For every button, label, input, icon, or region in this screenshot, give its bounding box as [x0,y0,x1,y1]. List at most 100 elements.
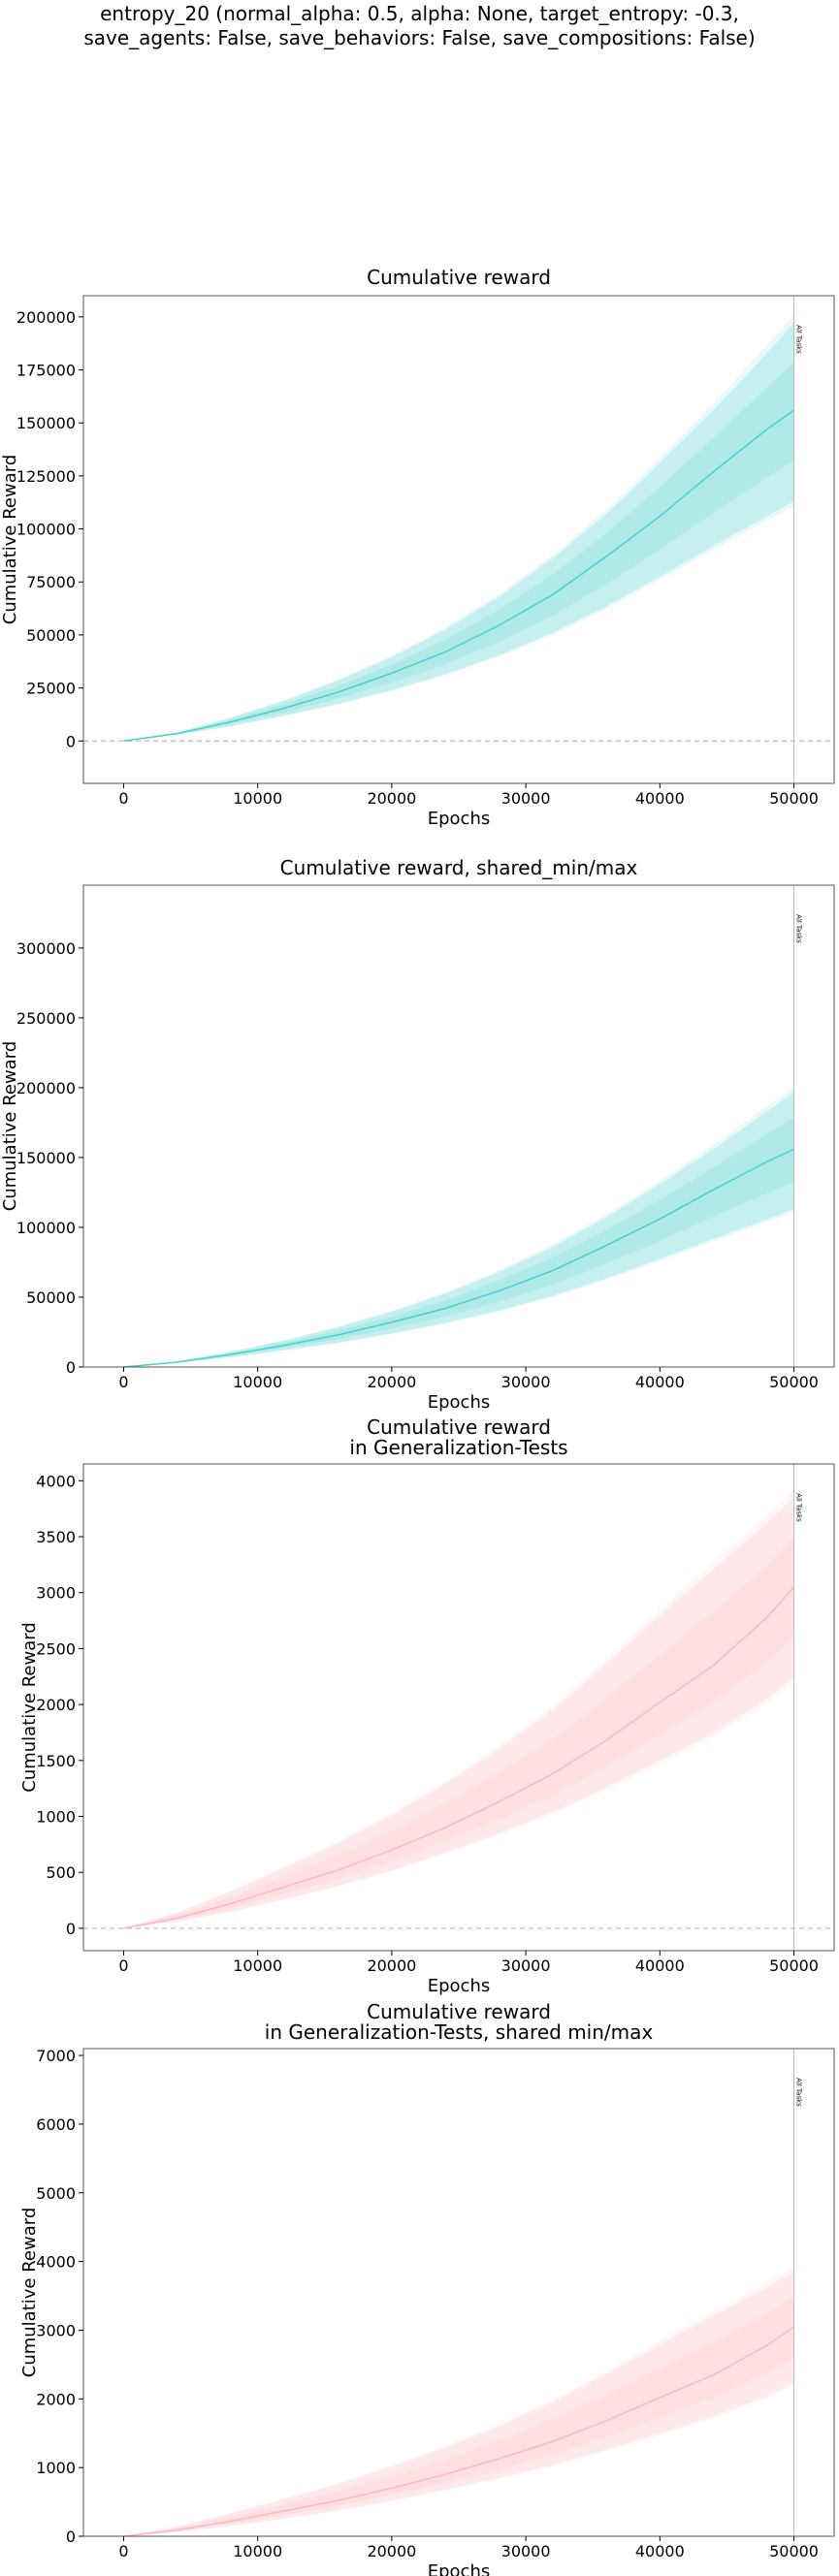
y-tick-label: 150000 [16,414,76,432]
x-tick-label: 20000 [367,1373,416,1391]
task-marker-label: All Tasks [795,914,803,943]
y-axis-label: Cumulative Reward [19,1622,40,1793]
y-tick-label: 25000 [26,680,76,698]
mean-line [123,409,794,743]
x-tick-label: 40000 [635,1956,685,1975]
y-tick-label: 0 [66,1920,76,1938]
task-marker-label: All Tasks [795,2078,803,2107]
x-tick-label: 50000 [769,2542,819,2560]
axes-frame [82,295,835,784]
y-tick-label: 50000 [26,1288,76,1307]
y-tick-label: 7000 [36,2047,76,2065]
x-tick-label: 20000 [367,1956,416,1975]
task-marker-label: All Tasks [795,325,803,354]
y-tick-label: 500 [46,1863,76,1882]
task-marker-label: All Tasks [795,1493,803,1522]
y-tick-label: 1000 [36,2459,76,2477]
band-std [123,1538,794,1928]
chart-title-line: Cumulative reward, shared_min/max [280,856,638,879]
y-tick-label: 100000 [16,521,76,539]
y-tick-label: 3500 [36,1528,76,1546]
chart-panel-2: Cumulative reward, shared_min/max All Tas… [0,856,835,1413]
mean-line [123,2326,794,2537]
y-tick-label: 2000 [36,1696,76,1714]
x-tick-label: 30000 [501,1956,551,1975]
x-tick-label: 40000 [635,1373,685,1391]
x-tick-label: 0 [118,1956,128,1975]
figure-suptitle: entropy_20 (normal_alpha: 0.5, alpha: No… [0,2,839,50]
y-tick-label: 50000 [26,626,76,645]
y-axis-label: Cumulative Reward [0,1041,20,1212]
x-tick-label: 30000 [501,789,551,808]
y-tick-label: 150000 [16,1149,76,1167]
x-tick-label: 0 [118,1373,128,1391]
band-outer [123,2266,794,2536]
y-tick-label: 1000 [36,1808,76,1827]
band-outer [123,314,794,742]
chart-title-line: Cumulative reward [367,2000,551,2023]
x-tick-label: 30000 [501,1373,551,1391]
y-tick-label: 4000 [36,1472,76,1490]
y-tick-label: 175000 [16,362,76,380]
chart-title-line: in Generalization-Tests, shared min/max [265,2020,654,2044]
x-tick-label: 10000 [233,1956,282,1975]
axes-frame [82,2048,835,2537]
y-tick-label: 2000 [36,2390,76,2408]
suptitle-line-2: save_agents: False, save_behaviors: Fals… [83,26,756,49]
y-tick-label: 0 [66,1358,76,1377]
y-tick-label: 125000 [16,467,76,486]
y-axis-label: Cumulative Reward [0,455,20,625]
x-tick-label: 10000 [233,1373,282,1391]
y-tick-label: 250000 [16,1009,76,1028]
x-tick-label: 20000 [367,789,416,808]
y-tick-label: 200000 [16,1079,76,1097]
x-tick-label: 40000 [635,789,685,808]
y-tick-label: 0 [66,2528,76,2546]
x-tick-label: 20000 [367,2542,416,2560]
band-min-max [123,323,794,742]
chart-title-line: in Generalization-Tests [349,1436,567,1459]
mean-line [123,1586,795,1929]
y-tick-label: 3000 [36,1584,76,1603]
band-outer [123,1086,794,1367]
chart-title-line: Cumulative reward [367,266,551,289]
y-tick-label: 300000 [16,939,76,958]
band-outer [123,1488,794,1928]
band-min-max [123,1092,794,1367]
x-tick-label: 40000 [635,2542,685,2560]
y-tick-label: 0 [66,732,76,750]
x-tick-label: 50000 [769,1373,819,1391]
chart-title-line: Cumulative reward [367,1415,551,1439]
y-tick-label: 2500 [36,1639,76,1658]
x-tick-label: 10000 [233,2542,282,2560]
axes-frame [82,1463,835,1952]
y-tick-label: 5000 [36,2184,76,2203]
y-tick-label: 6000 [36,2115,76,2134]
axes-frame [82,884,835,1368]
x-tick-label: 30000 [501,2542,551,2560]
y-tick-label: 75000 [26,573,76,591]
band-min-max [123,1497,794,1928]
chart-panel-1: Cumulative reward All Tasks 0 10000 20000 300… [0,266,835,829]
y-tick-label: 200000 [16,308,76,327]
x-tick-label: 10000 [233,789,282,808]
suptitle-line-1: entropy_20 (normal_alpha: 0.5, alpha: No… [100,2,739,25]
mean-line [123,1148,794,1368]
y-tick-label: 3000 [36,2321,76,2339]
x-axis-label: Epochs [428,1392,491,1413]
x-axis-label: Epochs [428,2561,491,2576]
x-tick-label: 0 [118,2542,128,2560]
x-tick-label: 0 [118,789,128,808]
y-tick-label: 100000 [16,1219,76,1237]
band-std [123,2296,794,2536]
y-axis-label: Cumulative Reward [19,2208,40,2378]
y-tick-label: 1500 [36,1752,76,1770]
band-min-max [123,2272,794,2536]
y-tick-label: 4000 [36,2253,76,2272]
x-tick-label: 50000 [769,789,819,808]
x-axis-label: Epochs [428,809,491,829]
x-axis-label: Epochs [428,1976,491,1996]
